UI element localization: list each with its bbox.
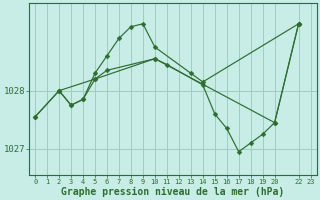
X-axis label: Graphe pression niveau de la mer (hPa): Graphe pression niveau de la mer (hPa) (61, 186, 284, 197)
